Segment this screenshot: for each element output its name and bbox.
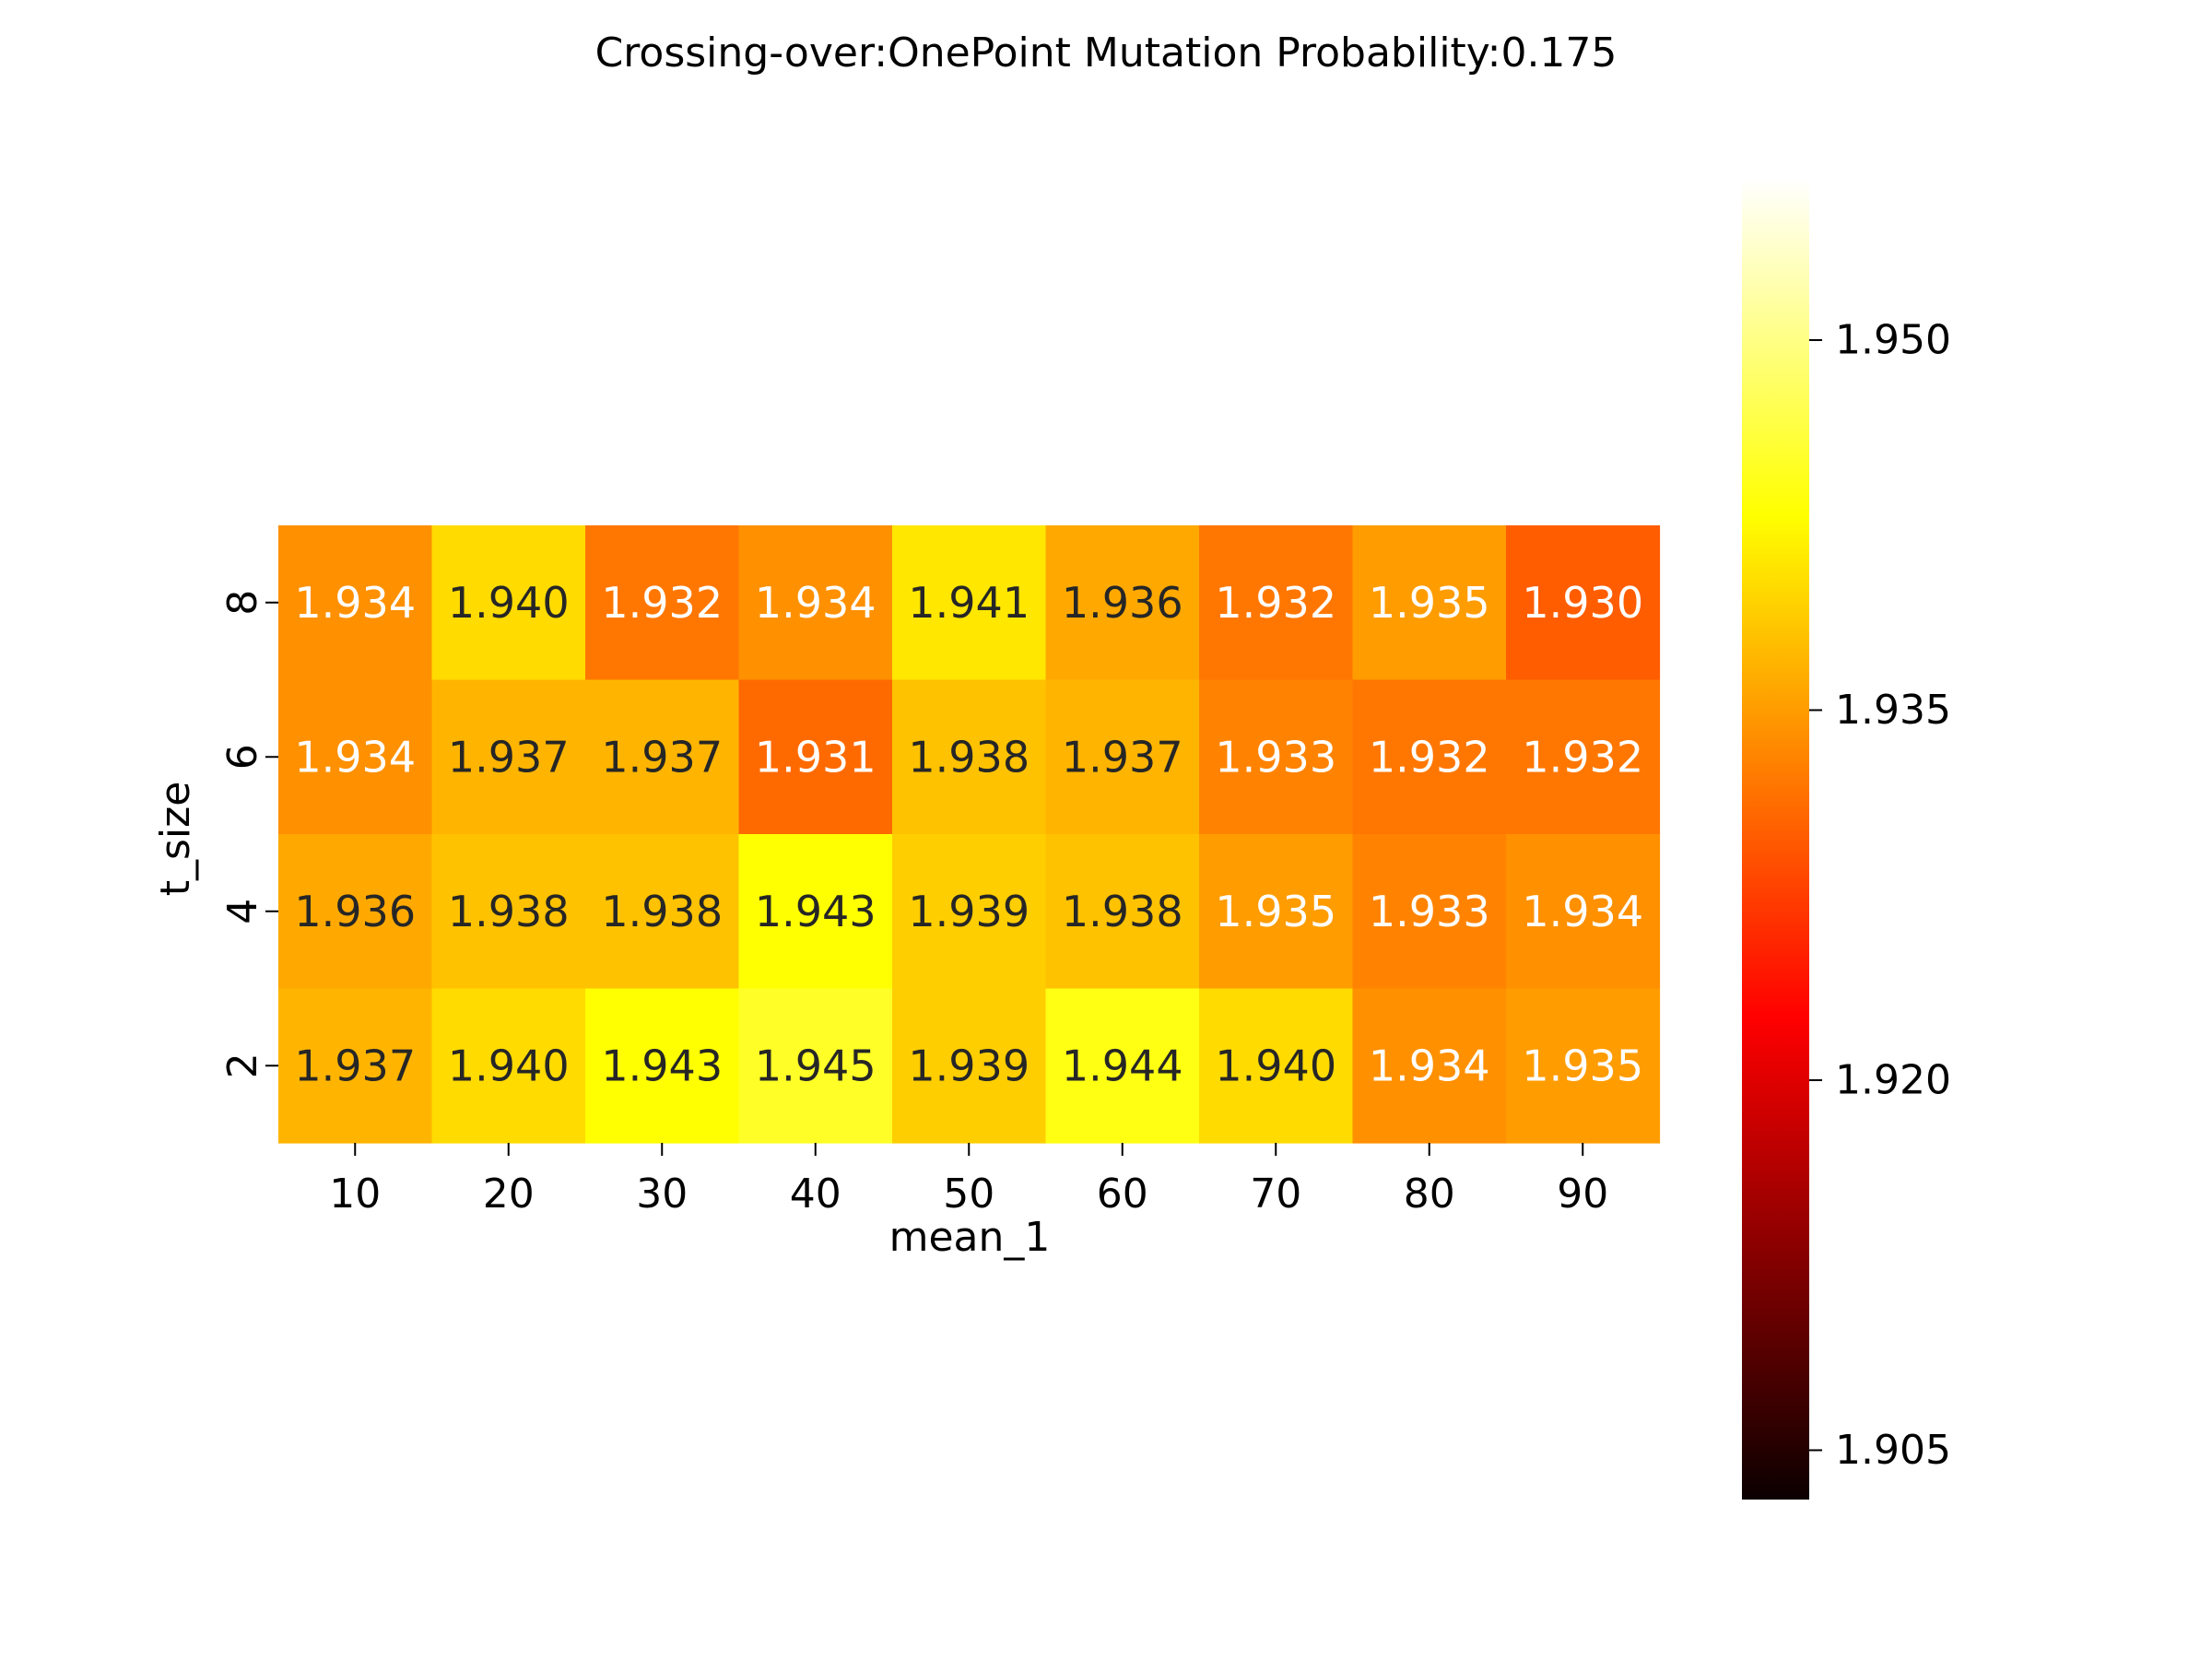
cell-value-label: 1.938 — [448, 887, 570, 936]
cell-value-label: 1.938 — [601, 887, 723, 936]
x-tick-label: 90 — [1557, 1171, 1608, 1218]
heatmap-cell — [1352, 834, 1507, 990]
heatmap-cell — [278, 525, 433, 681]
cell-value-label: 1.937 — [601, 732, 723, 782]
heatmap-cell — [1506, 525, 1661, 681]
cell-value-label: 1.935 — [1369, 578, 1490, 628]
heatmap-cell — [1199, 525, 1354, 681]
colorbar-tick-label: 1.950 — [1835, 316, 1951, 363]
cell-value-label: 1.936 — [1062, 578, 1183, 628]
heatmap-cell — [585, 525, 740, 681]
cell-value-label: 1.945 — [755, 1041, 877, 1090]
cell-value-label: 1.944 — [1062, 1041, 1183, 1090]
heatmap-cell — [1199, 834, 1354, 990]
colorbar-tick-label: 1.920 — [1835, 1056, 1951, 1103]
heatmap-cell-labels: 1.934 1.940 1.932 1.934 1.941 1.936 1.932 1.935… — [294, 578, 1643, 1091]
heatmap-cell — [892, 525, 1047, 681]
x-tick-label: 60 — [1097, 1171, 1148, 1218]
y-tick-label: 6 — [219, 744, 266, 770]
colorbar — [1742, 180, 1809, 1500]
x-tick-label: 50 — [943, 1171, 994, 1218]
y-tick-label: 4 — [219, 899, 266, 924]
cell-value-label: 1.932 — [1369, 732, 1490, 782]
cell-value-label: 1.934 — [1522, 887, 1643, 936]
cell-value-label: 1.935 — [1215, 887, 1336, 936]
heatmap-cell — [431, 834, 586, 990]
cell-value-label: 1.932 — [1215, 578, 1336, 628]
y-tick-label: 8 — [219, 590, 266, 616]
x-tick-label: 10 — [329, 1171, 381, 1218]
heatmap-cell — [585, 679, 740, 835]
cell-value-label: 1.931 — [755, 732, 877, 782]
heatmap-cell — [278, 988, 433, 1144]
heatmap-cell — [1045, 679, 1200, 835]
x-tick-label: 80 — [1404, 1171, 1455, 1218]
heatmap-cell — [1352, 525, 1507, 681]
cell-value-label: 1.940 — [448, 1041, 570, 1090]
heatmap-cell — [738, 679, 893, 835]
cell-value-label: 1.933 — [1369, 887, 1490, 936]
x-axis-ticks: 10 20 30 40 50 60 70 80 90 — [329, 1143, 1608, 1218]
y-axis-label: t_size — [152, 782, 199, 897]
heatmap-cell — [738, 834, 893, 990]
x-tick-label: 30 — [636, 1171, 688, 1218]
heatmap-cell — [1506, 834, 1661, 990]
cell-value-label: 1.943 — [755, 887, 877, 936]
cell-value-label: 1.939 — [908, 887, 1030, 936]
cell-value-label: 1.930 — [1522, 578, 1643, 628]
cell-value-label: 1.937 — [1062, 732, 1183, 782]
cell-value-label: 1.941 — [908, 578, 1030, 628]
heatmap-cells — [278, 525, 1661, 1144]
cell-value-label: 1.940 — [448, 578, 570, 628]
cell-value-label: 1.934 — [294, 578, 416, 628]
cell-value-label: 1.932 — [1522, 732, 1643, 782]
colorbar-ticks: 1.905 1.920 1.935 1.950 — [1809, 316, 1951, 1474]
heatmap-cell — [278, 679, 433, 835]
cell-value-label: 1.938 — [1062, 887, 1183, 936]
cell-value-label: 1.943 — [601, 1041, 723, 1090]
colorbar-tick-label: 1.905 — [1835, 1427, 1951, 1474]
heatmap-cell — [1352, 679, 1507, 835]
cell-value-label: 1.937 — [294, 1041, 416, 1090]
heatmap-cell — [1045, 988, 1200, 1144]
cell-value-label: 1.933 — [1215, 732, 1336, 782]
heatmap-cell — [1199, 679, 1354, 835]
cell-value-label: 1.932 — [601, 578, 723, 628]
heatmap-cell — [1506, 988, 1661, 1144]
heatmap-cell — [585, 988, 740, 1144]
colorbar-tick-label: 1.935 — [1835, 687, 1951, 734]
cell-value-label: 1.936 — [294, 887, 416, 936]
heatmap-cell — [892, 834, 1047, 990]
heatmap-cell — [1199, 988, 1354, 1144]
heatmap-cell — [431, 679, 586, 835]
cell-value-label: 1.934 — [755, 578, 877, 628]
x-tick-label: 70 — [1250, 1171, 1301, 1218]
cell-value-label: 1.938 — [908, 732, 1030, 782]
heatmap-cell — [1045, 834, 1200, 990]
heatmap-cell — [585, 834, 740, 990]
cell-value-label: 1.937 — [448, 732, 570, 782]
x-axis-label: mean_1 — [889, 1214, 1051, 1261]
x-tick-label: 20 — [483, 1171, 535, 1218]
heatmap-cell — [1506, 679, 1661, 835]
y-axis-ticks: 8 6 4 2 — [219, 590, 278, 1078]
cell-value-label: 1.934 — [294, 732, 416, 782]
heatmap-cell — [431, 988, 586, 1144]
heatmap-cell — [892, 988, 1047, 1144]
heatmap-cell — [278, 834, 433, 990]
heatmap-cell — [1045, 525, 1200, 681]
y-tick-label: 2 — [219, 1053, 266, 1078]
cell-value-label: 1.940 — [1215, 1041, 1336, 1090]
heatmap-cell — [738, 525, 893, 681]
cell-value-label: 1.935 — [1522, 1041, 1643, 1090]
heatmap-cell — [431, 525, 586, 681]
heatmap-cell — [738, 988, 893, 1144]
chart-title: Crossing-over:OnePoint Mutation Probabil… — [595, 29, 1618, 76]
cell-value-label: 1.939 — [908, 1041, 1030, 1090]
cell-value-label: 1.934 — [1369, 1041, 1490, 1090]
x-tick-label: 40 — [790, 1171, 841, 1218]
heatmap-cell — [892, 679, 1047, 835]
heatmap-cell — [1352, 988, 1507, 1144]
